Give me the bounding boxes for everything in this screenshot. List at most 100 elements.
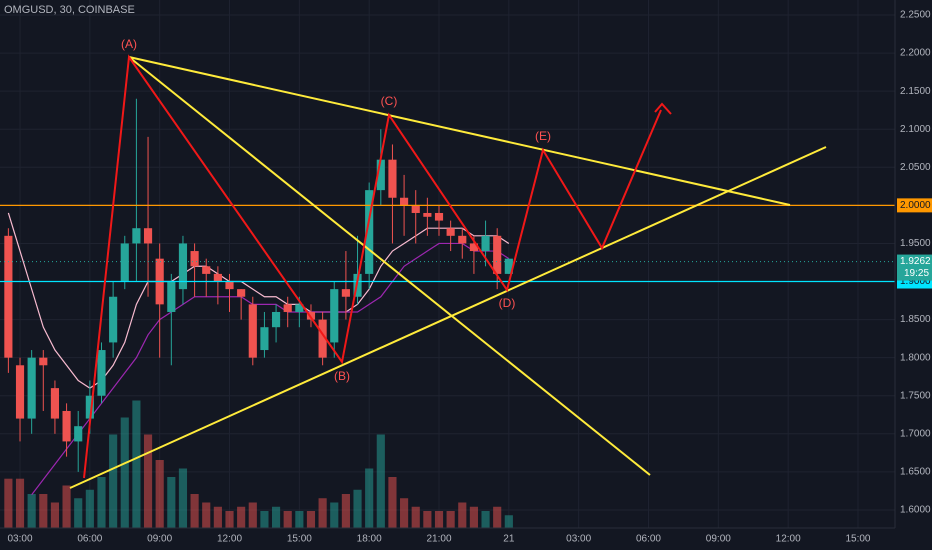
candle-body — [469, 243, 478, 252]
axes: 2.2500 2.2000 2.1500 2.1000 2.0500 2.0000 1.95… — [8, 10, 932, 545]
price-tag — [897, 198, 932, 213]
y-tick-label: 1.7500 — [900, 390, 931, 401]
wave-label: (C) — [381, 94, 398, 108]
y-tick-label: 1.9500 — [900, 238, 931, 249]
candle-body — [132, 228, 141, 244]
volume-bar — [306, 511, 316, 528]
volume-bar — [237, 506, 246, 528]
x-tick-label: 12:00 — [776, 534, 801, 545]
x-tick-label: 15:00 — [287, 534, 312, 545]
volume-bar — [434, 511, 444, 528]
volume-bar — [62, 485, 71, 528]
volume-bar — [283, 511, 292, 528]
volume-bar — [260, 511, 269, 528]
candle-body — [202, 266, 211, 274]
candle-body — [27, 357, 36, 419]
x-tick-label: 15:00 — [845, 534, 870, 545]
volume-bar — [481, 511, 490, 528]
candle-body — [225, 281, 234, 290]
plot — [0, 98, 895, 528]
candle-body — [493, 235, 502, 274]
volume-bar — [388, 477, 397, 528]
candle-body — [376, 159, 385, 191]
candle-body — [423, 212, 432, 217]
y-tick-label: 2.0500 — [900, 162, 931, 173]
volume-bar — [225, 511, 234, 528]
candle-body — [446, 228, 455, 236]
volume-bar — [341, 494, 350, 528]
candle-body — [39, 357, 48, 366]
volume-bar — [353, 489, 362, 528]
x-tick-label: 18:00 — [357, 534, 382, 545]
volume-bar — [50, 502, 60, 528]
countdown-label: 19:25 — [904, 268, 929, 279]
candle-body — [283, 304, 292, 312]
y-tick-label: 1.6000 — [900, 505, 931, 516]
trend-line — [128, 56, 651, 476]
candle-body — [306, 311, 316, 320]
price-tag-label: 1.9000 — [900, 276, 931, 287]
volume-bar — [400, 498, 409, 528]
volume-bar — [376, 434, 385, 528]
candle-body — [365, 190, 374, 274]
candle-body — [213, 273, 222, 282]
x-tick-label: 06:00 — [636, 534, 661, 545]
symbol-header: OMGUSD, 30, COINBASE — [4, 4, 135, 16]
candle-body — [120, 243, 129, 282]
candle-body — [4, 235, 13, 358]
x-tick-label: 12:00 — [217, 534, 242, 545]
x-tick-label: 03:00 — [8, 534, 33, 545]
wave-label: (B) — [334, 369, 350, 383]
candle-body — [97, 350, 106, 396]
candle-body — [167, 281, 176, 312]
candle-body — [15, 365, 25, 419]
volume-bar — [202, 502, 211, 528]
candle-body — [237, 289, 246, 297]
trend-line — [69, 146, 827, 489]
candle-body — [434, 212, 444, 221]
volume-bar — [458, 502, 467, 528]
volume-bar — [469, 506, 478, 528]
y-tick-label: 2.1500 — [900, 86, 931, 97]
x-tick-label: 06:00 — [77, 534, 102, 545]
volume-bar — [423, 511, 432, 528]
candle-body — [62, 410, 71, 442]
volume-bar — [39, 494, 48, 528]
volume-bar — [178, 468, 188, 528]
candle-body — [248, 304, 257, 358]
volume-bar — [271, 506, 281, 528]
candle-body — [330, 289, 339, 343]
candle-body — [178, 243, 188, 290]
x-tick-label: 03:00 — [566, 534, 591, 545]
x-tick-label: 21:00 — [426, 534, 451, 545]
y-tick-label: 2.2500 — [900, 10, 931, 21]
candle-body — [271, 311, 281, 328]
volume-bar — [190, 494, 199, 528]
candle-body — [74, 426, 83, 442]
volume-bar — [27, 494, 36, 528]
candle-body — [143, 228, 153, 244]
arrow-head — [654, 102, 672, 115]
wave-label: (A) — [121, 37, 137, 51]
volume-bar — [97, 477, 106, 528]
candle-body — [400, 197, 409, 206]
volume-bar — [248, 502, 257, 528]
wave-label: (E) — [535, 129, 551, 143]
candle-body — [260, 327, 269, 351]
wave-path — [83, 54, 662, 479]
y-tick-label: 1.7000 — [900, 428, 931, 439]
price-tag-label: 2.0000 — [900, 200, 931, 211]
volume-bar — [167, 477, 176, 528]
x-tick-label: 21 — [503, 534, 515, 545]
volume-bar — [446, 511, 455, 528]
x-tick-label: 09:00 — [147, 534, 172, 545]
trend-line — [128, 56, 791, 206]
volume-bar — [318, 498, 327, 528]
volume-bar — [85, 489, 94, 528]
y-tick-label: 2.2000 — [900, 48, 931, 59]
candle-body — [50, 388, 60, 419]
volume-bar — [493, 506, 502, 528]
candle-body — [458, 235, 467, 244]
